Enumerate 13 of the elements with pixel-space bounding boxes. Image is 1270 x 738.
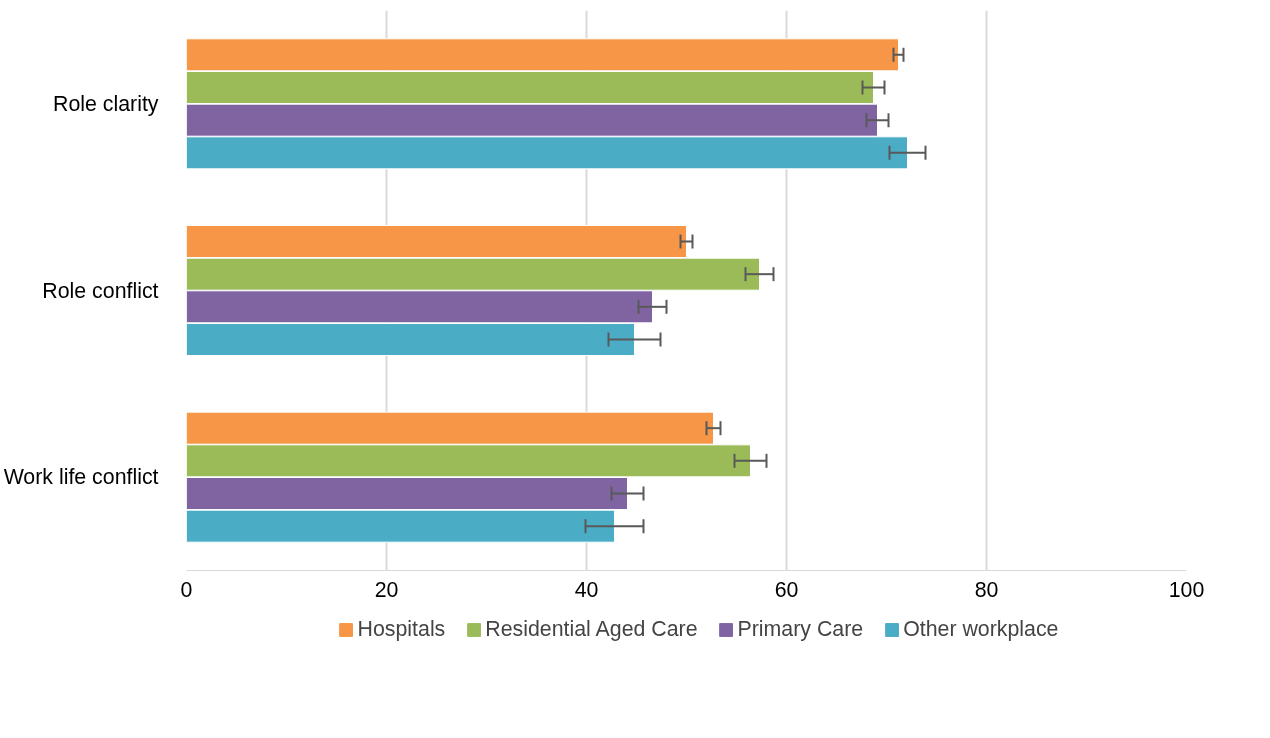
x-tick-label: 0 [180,577,193,602]
x-tick-label: 100 [1168,577,1205,602]
legend-label: Other workplace [903,616,1059,642]
legend-label: Hospitals [357,616,446,642]
legend-label: Primary Care [737,616,864,642]
x-tick-label: 80 [974,577,999,602]
x-tick-label: 20 [374,577,399,602]
y-tick-label: Role conflict [42,278,159,303]
y-tick-label: Role clarity [53,91,159,116]
x-tick-label: 40 [574,577,599,602]
x-tick-label: 60 [774,577,799,602]
y-tick-label: Work life conflict [3,465,159,490]
legend-label: Residential Aged Care [485,616,698,642]
